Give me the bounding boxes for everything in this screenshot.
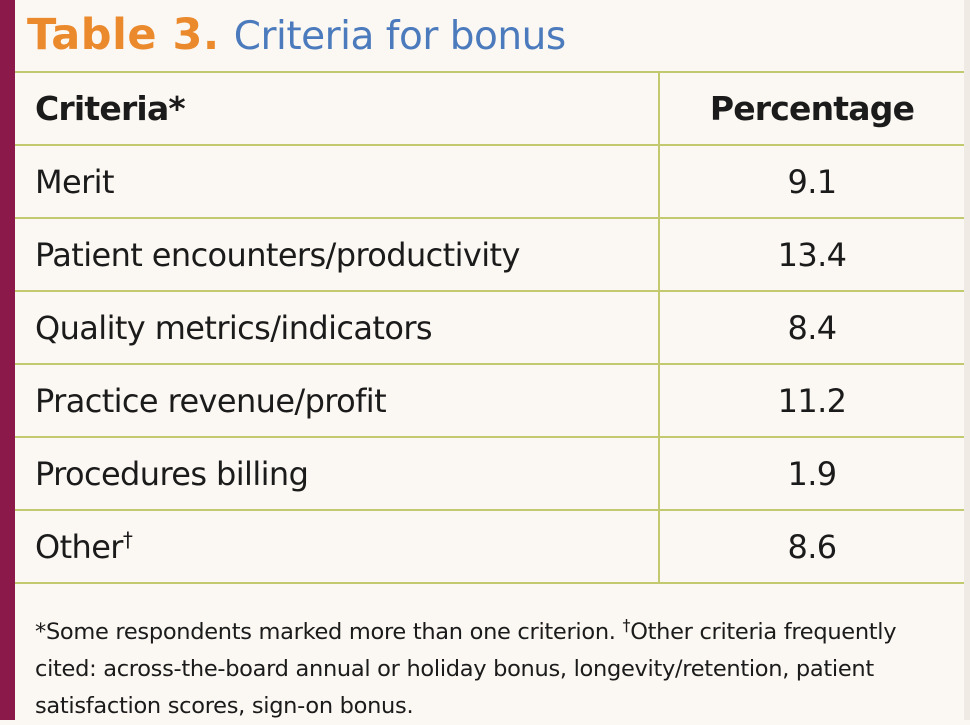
data-table: Criteria* Percentage Merit 9.1 Patient e…: [15, 71, 964, 584]
table-row: Practice revenue/profit 11.2: [15, 364, 964, 438]
criteria-cell: Practice revenue/profit: [15, 364, 659, 438]
criteria-cell: Merit: [15, 145, 659, 219]
percentage-cell: 8.6: [658, 510, 964, 584]
percentage-cell: 8.4: [658, 291, 964, 365]
criteria-cell: Other†: [15, 510, 659, 584]
criteria-text: Patient encounters/productivity: [35, 235, 520, 274]
table-row: Merit 9.1: [15, 145, 964, 219]
footnote-dagger: †: [622, 615, 631, 635]
criteria-table: Criteria* Percentage Merit 9.1 Patient e…: [15, 71, 964, 584]
criteria-text: Merit: [35, 162, 115, 201]
criteria-text: Quality metrics/indicators: [35, 308, 433, 347]
criteria-text: Procedures billing: [35, 454, 309, 493]
criteria-cell: Patient encounters/productivity: [15, 218, 659, 292]
percentage-cell: 11.2: [658, 364, 964, 438]
header-row: Criteria* Percentage: [15, 71, 964, 146]
criteria-cell: Quality metrics/indicators: [15, 291, 659, 365]
header-criteria: Criteria*: [15, 71, 659, 146]
dagger-marker: †: [122, 526, 133, 551]
accent-bar: [0, 0, 15, 720]
page-edge: [964, 0, 970, 720]
percentage-cell: 1.9: [658, 437, 964, 511]
criteria-text: Practice revenue/profit: [35, 381, 387, 420]
table-title: Table 3. Criteria for bonus: [27, 10, 566, 65]
table-row: Other† 8.6: [15, 510, 964, 584]
criteria-text: Other: [35, 527, 123, 566]
table-number: Table 3.: [27, 10, 220, 60]
percentage-cell: 13.4: [658, 218, 964, 292]
criteria-cell: Procedures billing: [15, 437, 659, 511]
table-row: Patient encounters/productivity 13.4: [15, 218, 964, 292]
table-row: Procedures billing 1.9: [15, 437, 964, 511]
table-row: Quality metrics/indicators 8.4: [15, 291, 964, 365]
header-percentage: Percentage: [658, 71, 964, 146]
footnote-part1: *Some respondents marked more than one c…: [35, 619, 623, 645]
table-footnote: *Some respondents marked more than one c…: [35, 614, 950, 725]
table-caption: Criteria for bonus: [233, 14, 566, 59]
footnote-part2: Other criteria frequently cited: across-…: [35, 619, 897, 719]
percentage-cell: 9.1: [658, 145, 964, 219]
